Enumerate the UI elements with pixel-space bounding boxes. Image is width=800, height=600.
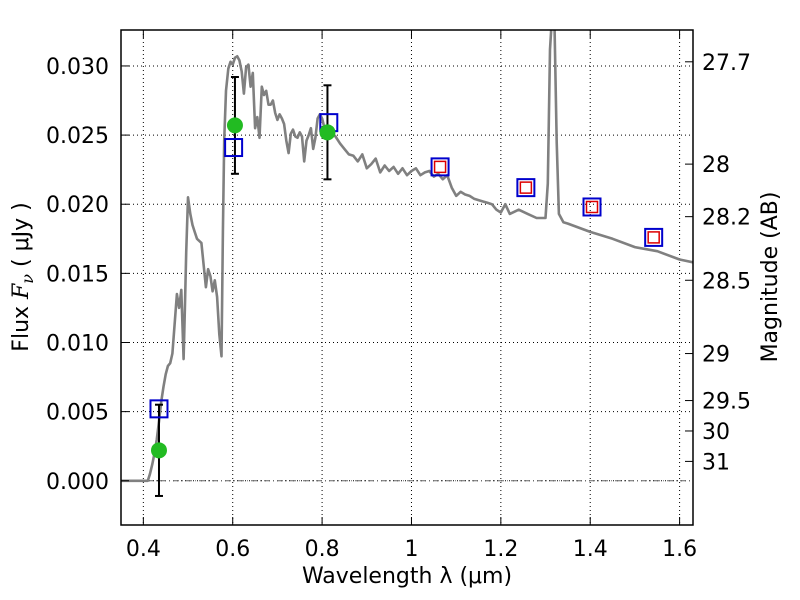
upper-limit-square: [647, 231, 660, 244]
y2-axis-title: Magnitude (AB): [758, 192, 783, 363]
y-axis-title-symbol: F: [9, 283, 34, 300]
tick-labels: 0.4 0.6 0.8 1 1.2 1.4 1.6 0.000 0.005 0.010 0.015 0…: [46, 51, 751, 562]
observed-point: [226, 117, 243, 134]
plot-area: [121, 30, 693, 497]
upper-limit-square: [433, 160, 447, 174]
y-tick-label: 0.020: [46, 193, 109, 218]
y-axis-title-subscript: ν: [18, 274, 37, 284]
y-tick-label: 0.010: [46, 331, 109, 356]
y2-tick-label: 27.7: [702, 51, 751, 76]
y2-tick-label: 28: [702, 153, 730, 178]
model-band-square: [516, 178, 536, 198]
markers: [149, 113, 664, 459]
y-tick-label: 0.005: [46, 401, 109, 426]
upper-limit-square: [585, 200, 599, 214]
x-axis-title: Wavelength λ (μm): [302, 564, 512, 589]
model-band-square: [430, 157, 450, 177]
y-tick-label: 0.015: [46, 262, 109, 287]
model-band-square: [224, 138, 244, 158]
x-tick-label: 1.4: [573, 537, 608, 562]
x-tick-label: 1.2: [483, 537, 518, 562]
y-axis-title-prefix: Flux: [9, 299, 34, 352]
observed-point: [150, 442, 167, 459]
sed-model-line: [121, 30, 693, 483]
model-band-square: [582, 197, 602, 217]
plot-background: [121, 30, 693, 525]
x-tick-label: 0.8: [305, 537, 340, 562]
y-tick-label: 0.030: [46, 55, 109, 80]
y2-tick-label: 30: [702, 420, 730, 445]
y2-tick-label: 29: [702, 343, 730, 368]
x-tick-label: 0.4: [126, 537, 161, 562]
y-axis-title-suffix: ( μJy ): [9, 202, 34, 274]
y-tick-label: 0.000: [46, 470, 109, 495]
upper-limit-square: [519, 181, 533, 194]
y2-tick-label: 28.2: [702, 206, 751, 231]
model-band-square: [149, 399, 169, 419]
model-band-square: [644, 227, 664, 247]
x-tick-label: 1.6: [662, 537, 697, 562]
x-tick-label: 1: [404, 537, 418, 562]
grid-lines: [121, 30, 693, 525]
observed-point: [319, 124, 336, 141]
y2-tick-label: 29.5: [702, 390, 751, 415]
x-tick-label: 0.6: [215, 537, 250, 562]
y2-tick-label: 28.5: [702, 269, 751, 294]
y-tick-label: 0.025: [46, 124, 109, 149]
axis-ticks: [121, 30, 693, 525]
y-axis-title: Flux Fν ( μJy ): [9, 202, 37, 351]
y2-tick-label: 31: [702, 450, 730, 475]
plot-frame: [120, 29, 694, 526]
